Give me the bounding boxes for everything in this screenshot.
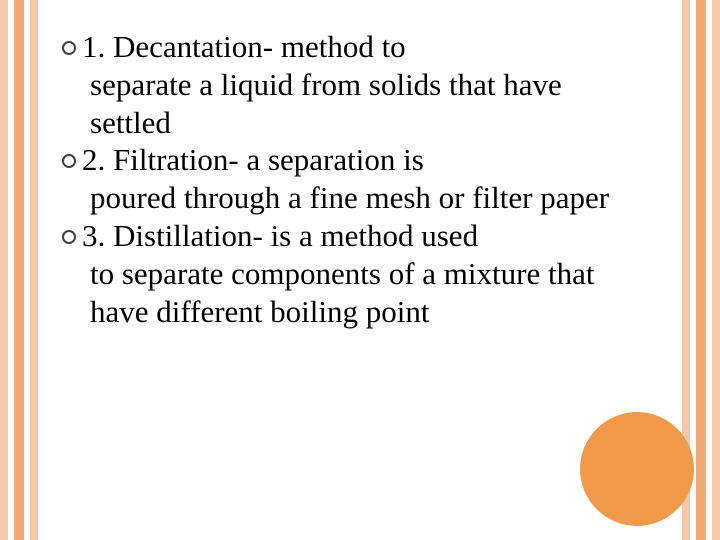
item-lead: Distillation- is a method used xyxy=(113,218,478,253)
left-stripe-1 xyxy=(0,0,8,540)
item-number: 3. xyxy=(82,218,105,253)
item-number: 1. xyxy=(82,29,105,64)
accent-circle xyxy=(580,412,694,526)
item-lead: Decantation- method to xyxy=(113,29,406,64)
item-body: poured through a fine mesh or filter pap… xyxy=(62,179,638,217)
right-stripe-1 xyxy=(712,0,720,540)
bullet-icon xyxy=(62,154,76,168)
bullet-icon xyxy=(62,230,76,244)
item-body: separate a liquid from solids that have … xyxy=(62,66,638,142)
left-stripe-2 xyxy=(14,0,24,540)
list-item: 3. Distillation- is a method used to sep… xyxy=(62,217,638,330)
list-item: 1. Decantation- method to separate a liq… xyxy=(62,28,638,141)
bullet-icon xyxy=(62,41,76,55)
slide-content: 1. Decantation- method to separate a liq… xyxy=(62,28,638,331)
right-stripe-gap-1 xyxy=(706,0,712,540)
left-stripe-3 xyxy=(30,0,38,540)
item-number: 2. xyxy=(82,142,105,177)
right-stripe-2 xyxy=(696,0,706,540)
item-lead: Filtration- a separation is xyxy=(113,142,424,177)
item-body: to separate components of a mixture that… xyxy=(62,255,638,331)
list-item: 2. Filtration- a separation is poured th… xyxy=(62,141,638,217)
